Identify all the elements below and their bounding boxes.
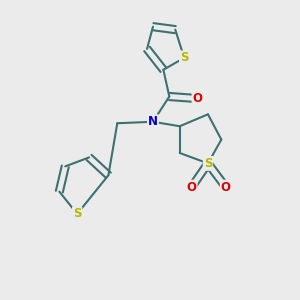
Text: O: O [221,181,231,194]
Text: S: S [180,51,188,64]
Text: O: O [187,181,196,194]
Text: O: O [193,92,202,105]
Text: S: S [204,157,212,170]
Text: S: S [73,207,81,220]
Text: N: N [148,115,158,128]
